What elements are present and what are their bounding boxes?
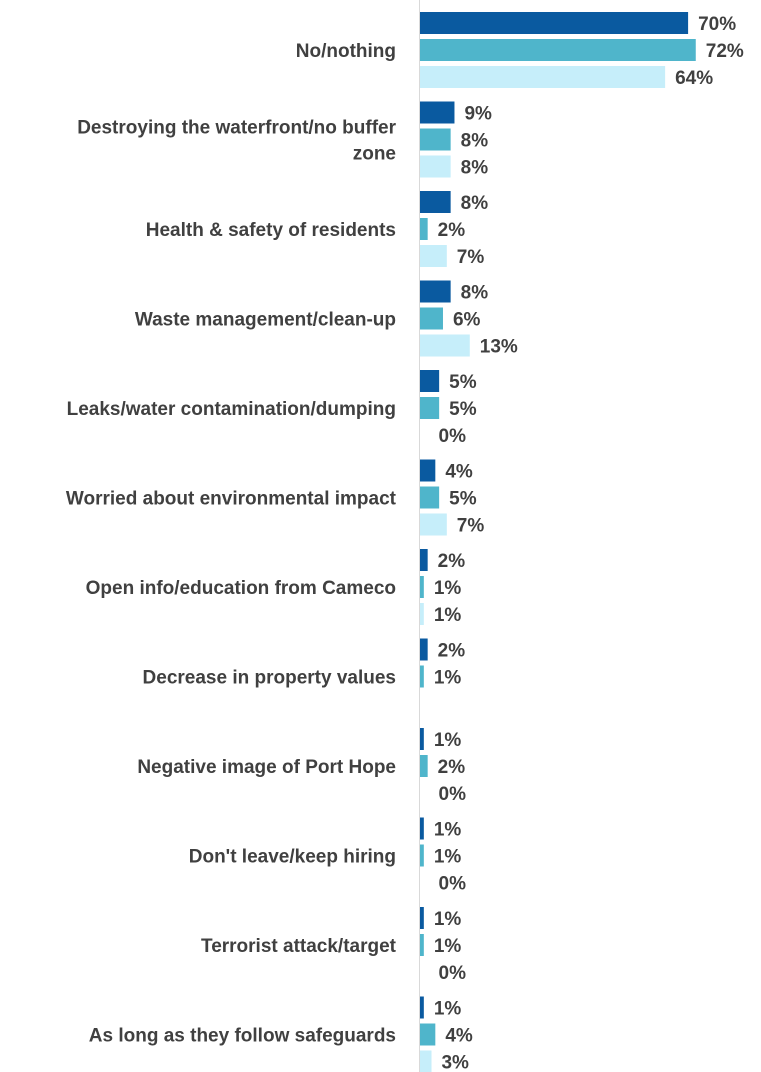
category-label-line: Open info/education from Cameco — [86, 578, 396, 599]
data-label: 0% — [439, 784, 467, 805]
category-label-line: Don't leave/keep hiring — [189, 847, 396, 868]
data-label: 7% — [457, 516, 485, 537]
data-label: 8% — [461, 158, 489, 179]
data-label: 1% — [434, 909, 462, 930]
category-label-line: Destroying the waterfront/no buffer — [77, 118, 396, 139]
bar — [420, 218, 428, 240]
category-label-line: As long as they follow safeguards — [89, 1026, 396, 1047]
bar — [420, 66, 666, 88]
category-label: Destroying the waterfront/no buffer zone — [77, 118, 396, 165]
bar — [420, 549, 428, 571]
data-label: 2% — [438, 220, 466, 241]
data-label: 0% — [439, 426, 467, 447]
bar — [420, 665, 424, 688]
bar — [420, 1023, 436, 1046]
category-label-line: Decrease in property values — [143, 668, 396, 689]
data-label: 1% — [434, 668, 462, 689]
data-label: 7% — [457, 247, 485, 268]
category-label-line: Negative image of Port Hope — [137, 757, 396, 778]
category-label-line: Terrorist attack/target — [201, 936, 397, 957]
data-label: 8% — [461, 131, 489, 152]
bar — [420, 307, 443, 330]
bar — [420, 755, 428, 777]
data-label: 5% — [449, 399, 477, 420]
data-label: 6% — [453, 310, 481, 331]
data-label: 5% — [449, 489, 477, 510]
bar — [420, 907, 424, 929]
bar — [420, 459, 436, 482]
bar — [420, 334, 470, 357]
category-label: Waste management/clean-up — [135, 310, 396, 331]
category-label: Leaks/water contamination/dumping — [67, 399, 396, 420]
category-labels: No/nothing Destroying the waterfront/no b… — [66, 41, 397, 1047]
data-label: 8% — [461, 193, 489, 214]
bar — [420, 370, 440, 392]
category-label-line: No/nothing — [296, 41, 396, 62]
bar — [420, 844, 424, 867]
category-label: Health & safety of residents — [146, 220, 396, 241]
bar — [420, 397, 440, 419]
data-label: 1% — [434, 820, 462, 841]
data-label: 1% — [434, 936, 462, 957]
data-label: 1% — [434, 578, 462, 599]
category-label: Negative image of Port Hope — [137, 757, 396, 778]
category-label: Worried about environmental impact — [66, 489, 397, 510]
category-label-line: Health & safety of residents — [146, 220, 396, 241]
data-label: 0% — [439, 963, 467, 984]
data-label: 1% — [434, 847, 462, 868]
category-label-line: Worried about environmental impact — [66, 489, 397, 510]
data-labels: 70%72%64%9%8%8%8%2%7%8%6%13%5%5%0%4%5%7%… — [434, 14, 744, 1072]
category-label-line: Leaks/water contamination/dumping — [67, 399, 396, 420]
bar — [420, 128, 451, 151]
bar — [420, 513, 447, 536]
data-label: 3% — [441, 1053, 469, 1072]
bar — [420, 1050, 432, 1072]
category-label: Decrease in property values — [143, 668, 396, 689]
data-label: 72% — [706, 41, 744, 62]
category-label: As long as they follow safeguards — [89, 1026, 396, 1047]
data-label: 13% — [480, 337, 518, 358]
bars — [420, 12, 696, 1072]
category-label: Don't leave/keep hiring — [189, 847, 396, 868]
bar — [420, 245, 447, 267]
bar — [420, 817, 424, 840]
data-label: 5% — [449, 372, 477, 393]
bar — [420, 996, 424, 1019]
bar — [420, 638, 428, 661]
category-label: Open info/education from Cameco — [86, 578, 396, 599]
data-label: 70% — [698, 14, 736, 35]
category-label: No/nothing — [296, 41, 396, 62]
category-label: Terrorist attack/target — [201, 936, 397, 957]
data-label: 0% — [439, 874, 467, 895]
category-label-line: zone — [353, 144, 396, 165]
bar — [420, 101, 455, 124]
bar — [420, 934, 424, 956]
bar — [420, 728, 424, 750]
category-label-line: Waste management/clean-up — [135, 310, 396, 331]
data-label: 2% — [438, 757, 466, 778]
bar — [420, 603, 424, 625]
data-label: 2% — [438, 551, 466, 572]
data-label: 1% — [434, 605, 462, 626]
bar — [420, 486, 440, 509]
data-label: 4% — [445, 1026, 473, 1047]
data-label: 1% — [434, 730, 462, 751]
bar — [420, 576, 424, 598]
data-label: 64% — [675, 68, 713, 89]
bar — [420, 39, 696, 61]
bar — [420, 155, 451, 178]
data-label: 9% — [464, 104, 492, 125]
bar — [420, 191, 451, 213]
data-label: 2% — [438, 641, 466, 662]
data-label: 1% — [434, 999, 462, 1020]
data-label: 4% — [445, 462, 473, 483]
bar — [420, 12, 689, 34]
bar — [420, 280, 451, 303]
data-label: 8% — [461, 283, 489, 304]
